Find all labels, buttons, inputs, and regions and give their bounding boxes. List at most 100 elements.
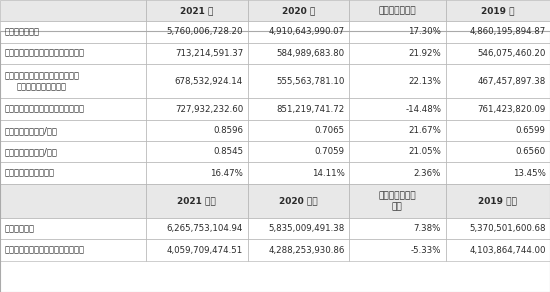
- Bar: [349, 141, 446, 162]
- Bar: [446, 141, 550, 162]
- Text: 0.7059: 0.7059: [315, 147, 345, 156]
- Text: 2019 年末: 2019 年末: [478, 197, 517, 205]
- Text: 归属于上市公司股东的净资产（元）: 归属于上市公司股东的净资产（元）: [4, 246, 84, 255]
- Text: 584,989,683.80: 584,989,683.80: [277, 49, 345, 58]
- Bar: [248, 141, 349, 162]
- Bar: [0, 64, 146, 98]
- Bar: [349, 120, 446, 141]
- Text: 4,288,253,930.86: 4,288,253,930.86: [268, 246, 345, 255]
- Bar: [0, 120, 146, 141]
- Text: 16.47%: 16.47%: [210, 168, 243, 178]
- Bar: [0, 162, 146, 184]
- Bar: [446, 98, 550, 120]
- Bar: [349, 43, 446, 64]
- Text: 0.6560: 0.6560: [515, 147, 546, 156]
- Bar: [0, 21, 146, 43]
- Bar: [349, 64, 446, 98]
- Text: 7.38%: 7.38%: [414, 224, 441, 233]
- Text: 851,219,741.72: 851,219,741.72: [277, 105, 345, 114]
- Bar: [446, 184, 550, 218]
- Text: 467,457,897.38: 467,457,897.38: [477, 77, 546, 86]
- Text: 21.67%: 21.67%: [408, 126, 441, 135]
- Bar: [248, 120, 349, 141]
- Bar: [446, 120, 550, 141]
- Text: 761,423,820.09: 761,423,820.09: [477, 105, 546, 114]
- Text: 2020 年末: 2020 年末: [279, 197, 318, 205]
- Bar: [146, 21, 248, 43]
- Text: 21.92%: 21.92%: [408, 49, 441, 58]
- Text: 本年比上年增减: 本年比上年增减: [378, 6, 416, 15]
- Bar: [146, 0, 248, 21]
- Text: 基本每股收益（元/股）: 基本每股收益（元/股）: [4, 126, 57, 135]
- Bar: [0, 31, 550, 292]
- Bar: [349, 218, 446, 239]
- Bar: [349, 184, 446, 218]
- Bar: [0, 98, 146, 120]
- Bar: [446, 162, 550, 184]
- Bar: [0, 184, 146, 218]
- Bar: [248, 0, 349, 21]
- Text: 0.7065: 0.7065: [315, 126, 345, 135]
- Text: 5,835,009,491.38: 5,835,009,491.38: [268, 224, 345, 233]
- Bar: [349, 239, 446, 261]
- Bar: [446, 21, 550, 43]
- Text: 4,103,864,744.00: 4,103,864,744.00: [469, 246, 546, 255]
- Text: 0.8545: 0.8545: [213, 147, 243, 156]
- Text: 4,860,195,894.87: 4,860,195,894.87: [469, 27, 546, 36]
- Bar: [248, 43, 349, 64]
- Text: 2.36%: 2.36%: [414, 168, 441, 178]
- Bar: [0, 43, 146, 64]
- Text: 22.13%: 22.13%: [408, 77, 441, 86]
- Bar: [248, 64, 349, 98]
- Text: 4,910,643,990.07: 4,910,643,990.07: [269, 27, 345, 36]
- Text: 678,532,924.14: 678,532,924.14: [175, 77, 243, 86]
- Text: 2021 年: 2021 年: [180, 6, 213, 15]
- Text: 21.05%: 21.05%: [408, 147, 441, 156]
- Bar: [0, 141, 146, 162]
- Text: 营业收入（元）: 营业收入（元）: [4, 27, 40, 36]
- Bar: [146, 120, 248, 141]
- Bar: [248, 98, 349, 120]
- Text: 归属于上市公司股东的净利润（元）: 归属于上市公司股东的净利润（元）: [4, 49, 84, 58]
- Bar: [248, 218, 349, 239]
- Text: 2021 年末: 2021 年末: [177, 197, 216, 205]
- Text: 546,075,460.20: 546,075,460.20: [477, 49, 546, 58]
- Text: 0.6599: 0.6599: [516, 126, 546, 135]
- Text: 13.45%: 13.45%: [513, 168, 546, 178]
- Text: 727,932,232.60: 727,932,232.60: [175, 105, 243, 114]
- Text: 5,760,006,728.20: 5,760,006,728.20: [167, 27, 243, 36]
- Text: 4,059,709,474.51: 4,059,709,474.51: [167, 246, 243, 255]
- Bar: [146, 239, 248, 261]
- Text: 5,370,501,600.68: 5,370,501,600.68: [469, 224, 546, 233]
- Text: 6,265,753,104.94: 6,265,753,104.94: [167, 224, 243, 233]
- Bar: [248, 239, 349, 261]
- Bar: [146, 141, 248, 162]
- Bar: [446, 239, 550, 261]
- Text: 归属于上市公司股东的扣除非经常
性损益的净利润（元）: 归属于上市公司股东的扣除非经常 性损益的净利润（元）: [4, 71, 79, 91]
- Text: -5.33%: -5.33%: [411, 246, 441, 255]
- Text: 总资产（元）: 总资产（元）: [4, 224, 35, 233]
- Bar: [146, 43, 248, 64]
- Bar: [349, 0, 446, 21]
- Bar: [146, 218, 248, 239]
- Text: 2020 年: 2020 年: [282, 6, 315, 15]
- Text: 经营活动产生的现金流量净额（元）: 经营活动产生的现金流量净额（元）: [4, 105, 84, 114]
- Bar: [349, 162, 446, 184]
- Bar: [146, 184, 248, 218]
- Text: 加权平均净资产收益率: 加权平均净资产收益率: [4, 168, 54, 178]
- Bar: [248, 21, 349, 43]
- Bar: [446, 218, 550, 239]
- Text: 2019 年: 2019 年: [481, 6, 514, 15]
- Bar: [0, 239, 146, 261]
- Text: 0.8596: 0.8596: [213, 126, 243, 135]
- Text: 555,563,781.10: 555,563,781.10: [277, 77, 345, 86]
- Bar: [446, 0, 550, 21]
- Bar: [248, 162, 349, 184]
- Bar: [349, 21, 446, 43]
- Bar: [146, 64, 248, 98]
- Text: 17.30%: 17.30%: [408, 27, 441, 36]
- Bar: [0, 218, 146, 239]
- Bar: [0, 0, 146, 21]
- Bar: [349, 98, 446, 120]
- Text: 稀释每股收益（元/股）: 稀释每股收益（元/股）: [4, 147, 57, 156]
